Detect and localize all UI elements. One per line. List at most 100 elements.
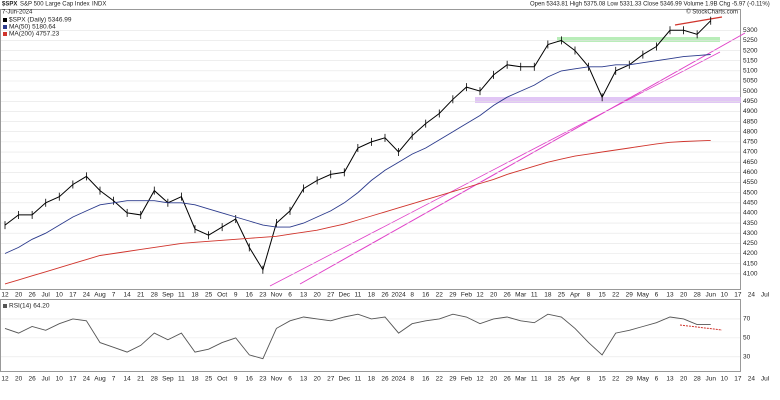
x-tick-label: 15 — [599, 292, 607, 299]
x-tick-label: Feb — [461, 292, 473, 299]
x-tick-label: Dec — [339, 292, 351, 299]
x-tick-label: 27 — [327, 376, 335, 383]
x-tick-label: 26 — [381, 376, 389, 383]
x-tick-label: 20 — [314, 292, 322, 299]
x-tick-label: May — [637, 376, 650, 383]
y-tick-label: 5200 — [743, 47, 758, 54]
x-tick-label: 17 — [734, 376, 742, 383]
legend-swatch — [3, 32, 7, 36]
x-tick-label: 11 — [531, 376, 538, 383]
x-tick-label: Nov — [271, 292, 283, 299]
x-tick-label: 18 — [191, 292, 199, 299]
x-tick-label: 27 — [327, 292, 335, 299]
x-tick-label: 11 — [354, 292, 361, 299]
x-tick-label: 20 — [314, 376, 322, 383]
y-tick-label: 5000 — [743, 88, 758, 95]
x-tick-label: 26 — [504, 376, 512, 383]
x-tick-label: 18 — [544, 292, 552, 299]
symbol: $SPX — [2, 2, 17, 8]
x-tick-label: 14 — [124, 292, 132, 299]
y-tick-label: 5100 — [743, 68, 758, 75]
x-tick-label: Mar — [515, 376, 527, 383]
x-tick-label: 20 — [680, 292, 688, 299]
x-tick-label: 11 — [531, 292, 538, 299]
x-tick-label: 22 — [612, 376, 620, 383]
resistance-line — [674, 16, 723, 26]
y-tick-label: 4950 — [743, 98, 758, 105]
x-tick-label: 15 — [599, 376, 607, 383]
x-tick-label: Jul — [42, 376, 51, 383]
legend-label: MA(50) 5180.64 — [9, 24, 56, 31]
x-tick-label: 24 — [83, 376, 91, 383]
x-tick-label: 8 — [410, 376, 414, 383]
x-tick-label: 11 — [178, 376, 185, 383]
exchange: INDX — [92, 2, 106, 8]
y-tick-label: 30 — [743, 354, 751, 361]
x-tick-label: Jul — [761, 376, 770, 383]
x-tick-label: Oct — [217, 292, 227, 299]
x-tick-label: 18 — [368, 292, 376, 299]
y-tick-label: 4750 — [743, 139, 758, 146]
date: 7-Jun-2024 — [2, 10, 33, 16]
x-tick-label: Apr — [570, 292, 581, 299]
y-tick-label: 4150 — [743, 260, 758, 267]
x-tick-label: 23 — [259, 376, 267, 383]
x-tick-label: 7 — [112, 292, 116, 299]
x-tick-label: Jul — [761, 292, 770, 299]
series-line — [4, 313, 711, 360]
x-tick-label: 10 — [721, 376, 729, 383]
x-tick-label: 20 — [490, 376, 498, 383]
x-tick-label: 23 — [259, 292, 267, 299]
x-tick-label: 20 — [15, 376, 23, 383]
x-tick-label: 25 — [205, 376, 213, 383]
support-band — [475, 97, 741, 103]
legend-label: MA(200) 4757.23 — [9, 31, 60, 38]
x-tick-label: 11 — [354, 376, 361, 383]
y-tick-label: 4850 — [743, 118, 758, 125]
x-tick-label: 17 — [69, 376, 77, 383]
x-tick-label: 12 — [476, 376, 484, 383]
x-tick-label: 2024 — [391, 376, 406, 383]
y-tick-label: 4250 — [743, 240, 758, 247]
x-tick-label: 28 — [694, 292, 702, 299]
x-tick-label: 29 — [626, 292, 634, 299]
x-tick-label: 29 — [449, 376, 457, 383]
y-tick-label: 4500 — [743, 189, 758, 196]
x-tick-label: 29 — [449, 292, 457, 299]
title: S&P 500 Large Cap Index — [20, 2, 90, 8]
x-tick-label: 18 — [368, 376, 376, 383]
x-tick-label: 13 — [300, 376, 308, 383]
x-tick-label: 8 — [587, 376, 591, 383]
legend-swatch — [3, 18, 7, 22]
x-tick-label: 20 — [680, 376, 688, 383]
x-tick-label: 20 — [15, 292, 23, 299]
x-tick-label: 16 — [422, 292, 430, 299]
y-tick-label: 70 — [743, 316, 751, 323]
x-tick-label: 16 — [422, 376, 430, 383]
x-tick-label: 28 — [151, 376, 159, 383]
x-tick-label: 26 — [29, 376, 37, 383]
x-tick-label: 12 — [476, 292, 484, 299]
divergence-line — [679, 324, 723, 331]
x-tick-label: 24 — [83, 292, 91, 299]
y-tick-label: 4450 — [743, 199, 758, 206]
x-tick-label: 9 — [234, 292, 238, 299]
x-tick-label: 6 — [655, 376, 659, 383]
y-tick-label: 4200 — [743, 250, 758, 257]
y-tick-label: 4900 — [743, 108, 758, 115]
y-tick-label: 4300 — [743, 230, 758, 237]
x-tick-label: Aug — [94, 376, 106, 383]
x-tick-label: 16 — [246, 376, 254, 383]
x-tick-label: Sep — [162, 376, 174, 383]
x-tick-label: May — [637, 292, 650, 299]
x-tick-label: 25 — [558, 376, 566, 383]
x-tick-label: 17 — [734, 292, 742, 299]
y-tick-label: 5250 — [743, 37, 758, 44]
x-tick-label: 20 — [490, 292, 498, 299]
x-tick-label: 22 — [436, 376, 444, 383]
credit: © StockCharts.com — [686, 9, 738, 16]
x-tick-label: 22 — [612, 292, 620, 299]
x-tick-label: 13 — [300, 292, 308, 299]
